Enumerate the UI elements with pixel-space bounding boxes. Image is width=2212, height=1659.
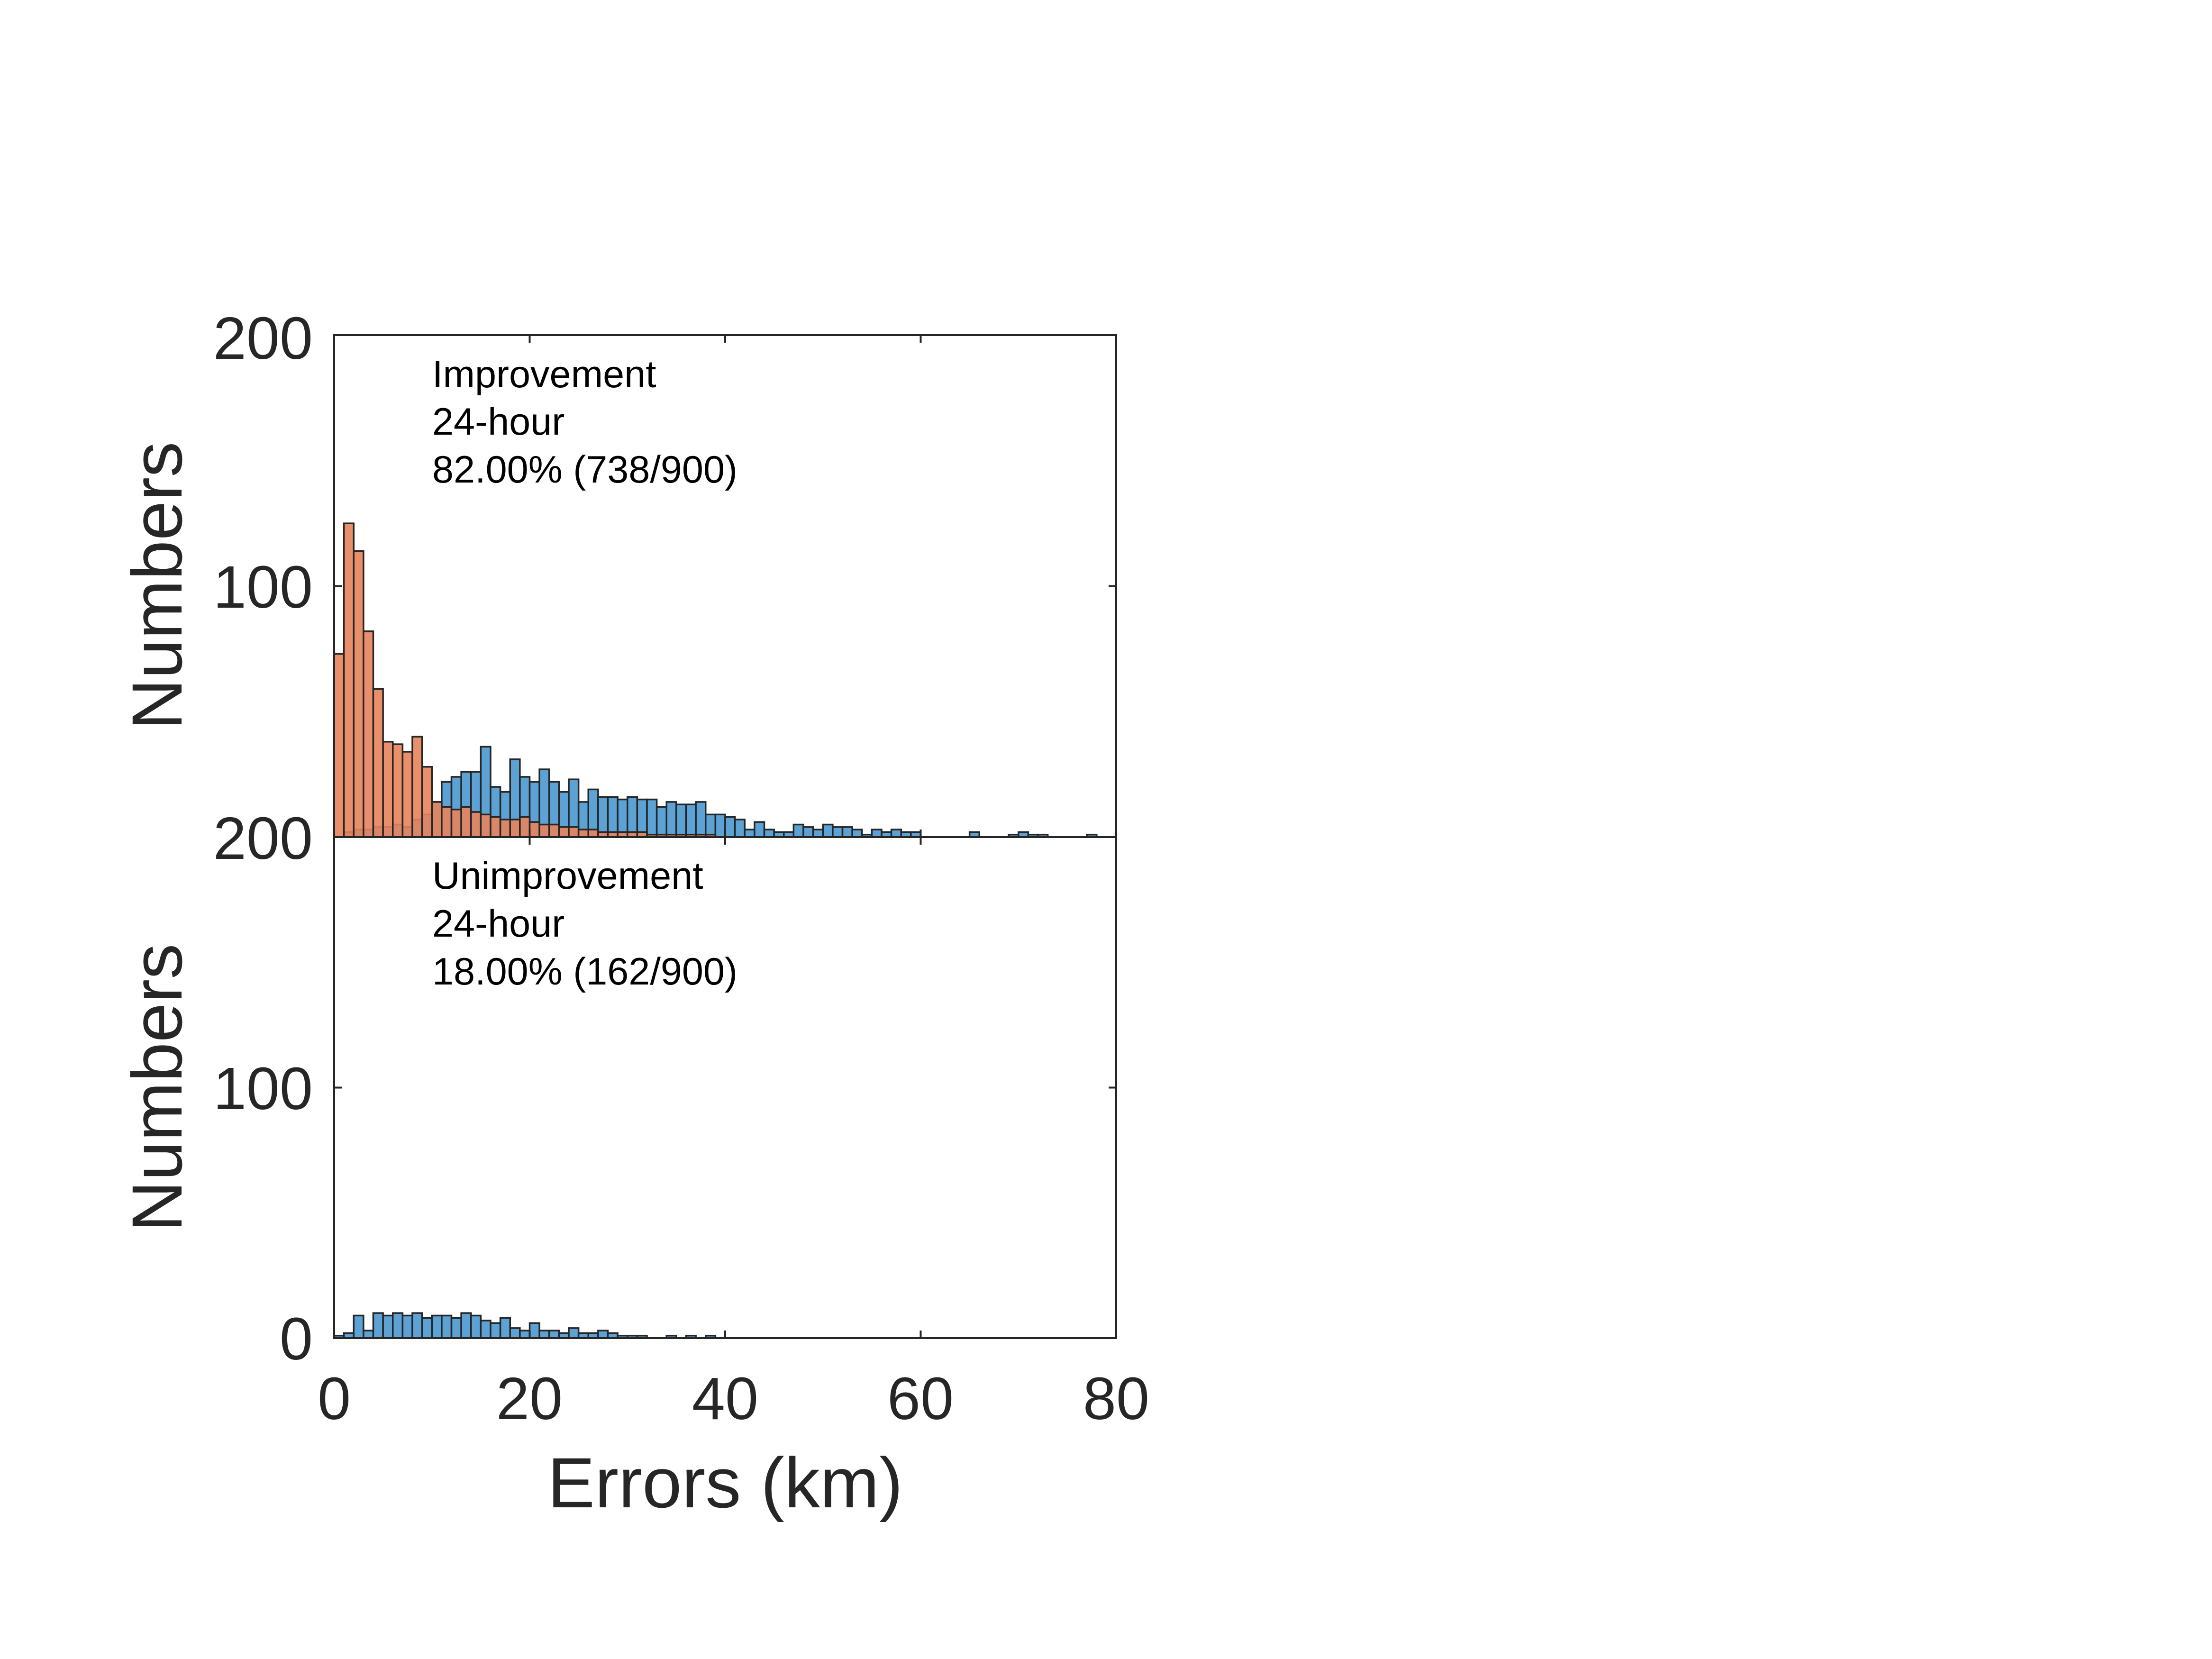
top-bar-series2-bin0	[333, 653, 345, 838]
bottom-bar-series1-bin16	[490, 1322, 501, 1339]
top-bar-series2-bin8	[411, 736, 423, 838]
bottom-bar-series1-bin7	[401, 1314, 413, 1339]
top-bar-series1-bin32	[646, 798, 658, 838]
top-bar-series2-bin7	[401, 751, 413, 838]
top-ytick-label-100: 100	[213, 554, 313, 620]
top-bar-series2-bin14	[470, 811, 482, 838]
top-bar-series1-bin44	[763, 829, 775, 838]
top-bar-series1-bin51	[832, 826, 844, 838]
bottom-bar-series1-bin8	[411, 1312, 423, 1339]
xlabel: Errors (km)	[547, 1443, 903, 1522]
top-bar-series1-bin39	[714, 813, 726, 838]
top-bar-series2-bin15	[480, 813, 492, 838]
top-bar-series1-bin35	[675, 803, 687, 838]
top-annotation-line-3: 82.00% (738/900)	[432, 448, 737, 491]
top-bar-series2-bin9	[421, 766, 433, 838]
top-bar-series1-bin27	[597, 796, 609, 838]
top-annotation-line-1: Improvement	[432, 353, 656, 396]
top-bar-series1-bin30	[627, 796, 638, 838]
bottom-bar-series1-bin20	[528, 1322, 540, 1339]
top-bar-series1-bin42	[744, 829, 756, 838]
bottom-bar-series1-bin11	[441, 1314, 453, 1339]
bottom-bar-series1-bin10	[431, 1314, 443, 1339]
top-bar-series2-bin5	[382, 741, 394, 838]
top-ticks	[333, 334, 1117, 838]
top-bar-series2-bin11	[441, 806, 453, 838]
xtick-label-40: 40	[692, 1365, 758, 1432]
top-bar-series1-bin38	[705, 813, 717, 838]
top-bar-series1-bin33	[655, 806, 667, 838]
bottom-bar-series1-bin18	[509, 1327, 521, 1339]
bottom-bar-series1-bin15	[480, 1320, 492, 1339]
top-bar-series2-bin1	[343, 522, 355, 838]
top-bar-series1-bin36	[685, 803, 697, 838]
xtick-label-20: 20	[496, 1365, 563, 1432]
top-bar-series1-bin37	[695, 801, 707, 838]
top-bar-series2-bin12	[450, 809, 462, 838]
top-bar-series2-bin25	[577, 829, 589, 838]
bottom-annotation-line-1: Unimprovement	[432, 855, 703, 897]
xtick-label-0: 0	[318, 1365, 351, 1432]
top-bar-series1-bin47	[792, 823, 804, 838]
top-bar-series1-bin49	[812, 829, 824, 838]
bottom-bar-series1-bin14	[470, 1314, 482, 1339]
top-bar-series1-bin57	[890, 829, 902, 838]
top-bar-series1-bin53	[851, 829, 863, 838]
top-bar-series2-bin19	[519, 816, 531, 838]
bottom-bar-series1-bin6	[392, 1312, 404, 1339]
top-bar-series2-bin4	[372, 688, 384, 838]
bottom-ylabel: Numbers	[117, 944, 197, 1232]
bottom-bar-series1-bin9	[421, 1317, 433, 1339]
top-bar-series2-bin20	[528, 821, 540, 838]
bottom-bar-series1-bin13	[460, 1312, 472, 1339]
top-bar-series1-bin40	[724, 816, 736, 838]
top-bar-series1-bin55	[871, 829, 883, 838]
bottom-bar-series1-bin27	[597, 1330, 609, 1339]
bottom-bar-series1-bin12	[450, 1317, 462, 1339]
top-bar-series2-bin10	[431, 801, 443, 838]
top-bar-series1-bin43	[754, 821, 765, 838]
top-bar-series2-bin6	[392, 743, 404, 838]
top-bar-series2-bin22	[548, 823, 560, 838]
top-bar-series1-bin28	[607, 796, 619, 838]
top-bar-series1-bin34	[665, 801, 677, 838]
top-bar-series2-bin18	[509, 819, 521, 838]
top-bar-series2-bin13	[460, 806, 472, 838]
xtick-label-60: 60	[887, 1365, 954, 1432]
bottom-bar-series1-bin24	[568, 1327, 580, 1339]
bottom-ytick-label-100: 100	[213, 1055, 313, 1122]
bottom-bar-series1-bin3	[363, 1330, 374, 1339]
bottom-bar-series1-bin4	[372, 1312, 384, 1339]
bottom-ticks	[333, 836, 1117, 1339]
bottom-bars	[333, 1312, 717, 1339]
bottom-annotation-line-2: 24-hour	[432, 902, 564, 945]
top-bar-series1-bin41	[734, 819, 746, 838]
top-bar-series2-bin21	[538, 823, 550, 838]
bottom-ytick-label-0: 0	[280, 1305, 313, 1372]
top-bar-series1-bin48	[802, 826, 814, 838]
top-ylabel: Numbers	[117, 442, 197, 730]
top-bar-series2-bin23	[558, 826, 570, 838]
bottom-bar-series1-bin21	[538, 1330, 550, 1339]
bottom-annotation-line-3: 18.00% (162/900)	[432, 950, 737, 993]
top-bar-series2-bin16	[490, 816, 501, 838]
top-ytick-label-200: 200	[213, 305, 313, 372]
top-bar-series1-bin50	[822, 823, 834, 838]
top-bar-series2-bin2	[353, 550, 364, 838]
bottom-ytick-label-200: 200	[213, 805, 313, 872]
top-annotation-line-2: 24-hour	[432, 401, 564, 443]
bottom-bar-series1-bin17	[499, 1317, 511, 1339]
bottom-panel: Unimprovement 24-hour 18.00% (162/900) 2…	[117, 805, 1149, 1522]
top-bar-series2-bin26	[587, 829, 599, 838]
top-bar-series1-bin52	[841, 826, 853, 838]
top-bar-series2-bin24	[568, 826, 580, 838]
bottom-bar-series1-bin2	[353, 1314, 364, 1339]
xtick-label-80: 80	[1083, 1365, 1149, 1432]
top-bar-series2-bin17	[499, 819, 511, 838]
top-bar-series2-bin3	[363, 630, 374, 838]
bottom-bar-series1-bin22	[548, 1330, 560, 1339]
bottom-bar-series1-bin19	[519, 1330, 531, 1339]
bottom-bar-series1-bin5	[382, 1314, 394, 1339]
